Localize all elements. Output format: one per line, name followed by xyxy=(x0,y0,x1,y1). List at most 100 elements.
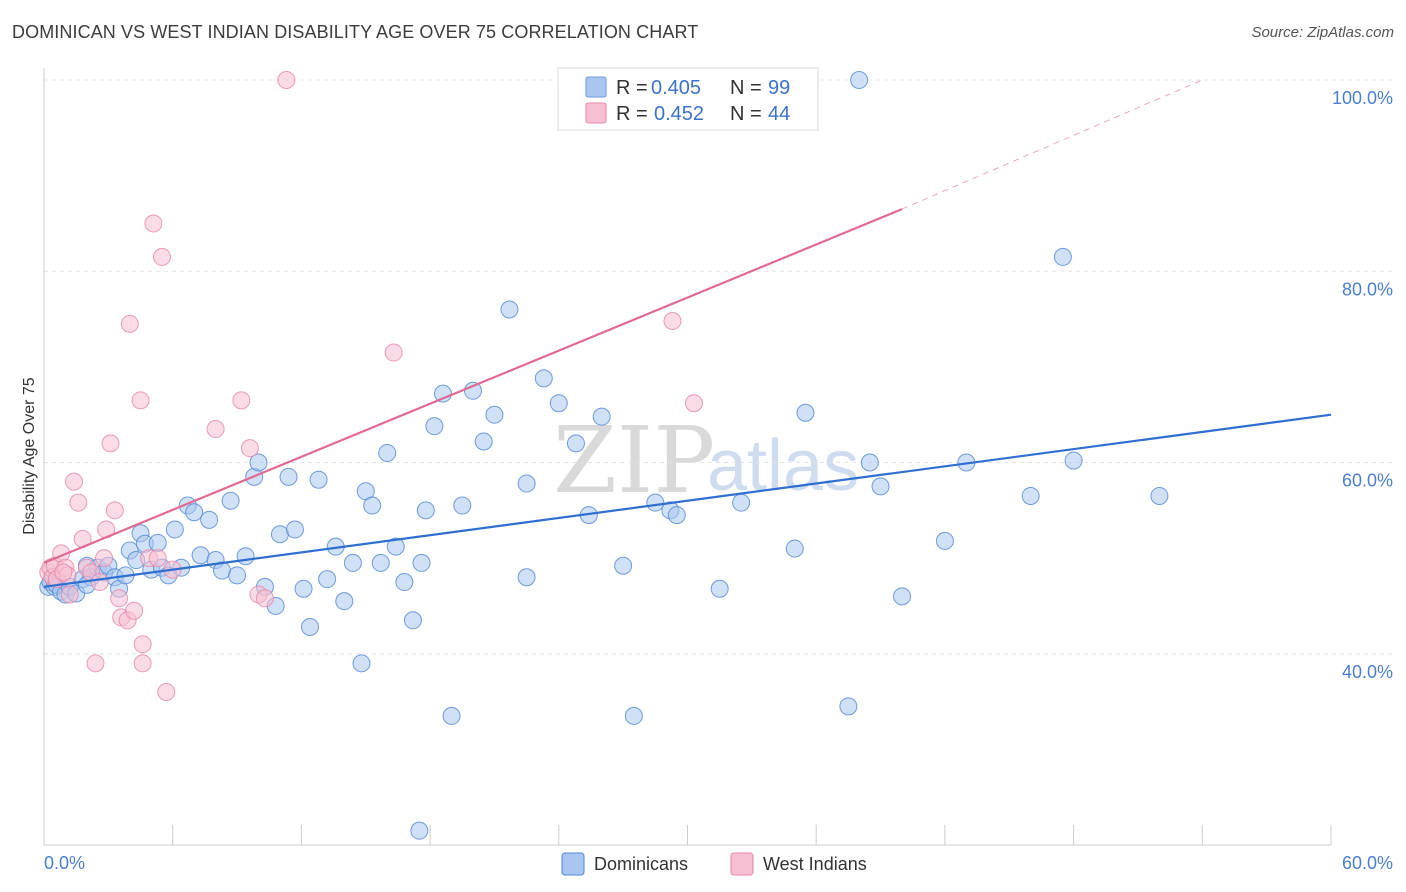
data-point xyxy=(343,553,362,572)
data-point xyxy=(228,566,247,585)
data-point xyxy=(1053,247,1072,266)
data-point xyxy=(517,474,536,493)
y-tick-label: 40.0% xyxy=(1342,662,1393,682)
data-point xyxy=(285,520,304,539)
chart-title: DOMINICAN VS WEST INDIAN DISABILITY AGE … xyxy=(12,22,699,42)
data-point xyxy=(191,546,210,565)
data-point xyxy=(517,568,536,587)
data-point xyxy=(893,587,911,606)
data-point xyxy=(277,71,296,89)
data-point xyxy=(384,343,403,362)
stats-legend-r-value-dominicans: 0.405 xyxy=(651,77,701,99)
series-legend: Dominicans West Indians xyxy=(561,852,867,876)
data-point xyxy=(144,214,163,233)
data-point xyxy=(453,496,472,515)
data-point xyxy=(710,579,729,598)
x-tick-label-max: 60.0% xyxy=(1342,853,1393,873)
data-point xyxy=(120,314,139,333)
trend-line xyxy=(43,208,903,564)
y-tick-label: 80.0% xyxy=(1342,279,1393,299)
data-point xyxy=(663,311,682,330)
data-point xyxy=(232,391,251,410)
data-point xyxy=(185,503,204,522)
data-point xyxy=(500,300,519,319)
stats-legend-r-label-dominicans: R = xyxy=(616,77,648,99)
data-point xyxy=(363,496,382,515)
data-point xyxy=(318,570,337,589)
data-point xyxy=(371,553,390,572)
data-point xyxy=(69,493,88,512)
data-point xyxy=(165,520,184,539)
series-west-indians xyxy=(39,71,703,701)
data-point xyxy=(148,533,167,552)
data-point xyxy=(221,491,240,510)
data-point xyxy=(95,549,114,568)
data-point xyxy=(152,247,171,266)
data-point xyxy=(54,563,73,582)
data-point xyxy=(279,467,298,486)
y-tick-label: 60.0% xyxy=(1342,471,1393,491)
data-point xyxy=(464,381,482,400)
data-point xyxy=(566,434,585,453)
stats-legend: R = 0.405 N = 99 R = 0.452 N = 44 xyxy=(557,67,819,131)
data-point xyxy=(335,592,354,611)
legend-swatch-dominicans xyxy=(561,852,585,876)
stats-legend-swatch-west-indians xyxy=(585,102,607,124)
data-point xyxy=(433,384,452,403)
data-point xyxy=(785,539,804,558)
data-point xyxy=(65,472,84,491)
data-point xyxy=(442,706,461,725)
data-point xyxy=(157,683,176,701)
data-point xyxy=(240,439,259,458)
watermark: ZIP atlas xyxy=(553,407,859,514)
data-point xyxy=(403,611,422,630)
data-point xyxy=(935,531,954,550)
source-label: Source: ZipAtlas.com xyxy=(1251,24,1394,41)
gridlines xyxy=(44,79,1393,655)
legend-swatch-west-indians xyxy=(730,852,754,876)
trend-line xyxy=(43,413,1332,588)
trend-line-extension xyxy=(901,79,1203,210)
legend-label-west-indians: West Indians xyxy=(763,854,867,874)
data-point xyxy=(255,589,274,608)
stats-legend-swatch-dominicans xyxy=(585,76,607,98)
data-point xyxy=(410,821,429,840)
stats-legend-n-value-west-indians: 44 xyxy=(768,103,790,125)
data-point xyxy=(474,432,493,451)
stats-legend-n-value-dominicans: 99 xyxy=(768,77,790,99)
data-point xyxy=(101,434,120,453)
data-point xyxy=(549,394,568,413)
data-point xyxy=(412,553,431,572)
data-point xyxy=(386,537,405,556)
y-tick-label: 100.0% xyxy=(1332,88,1393,108)
data-point xyxy=(133,635,152,654)
legend-label-dominicans: Dominicans xyxy=(594,854,688,874)
data-point xyxy=(534,369,553,388)
x-tick-label-min: 0.0% xyxy=(44,853,85,873)
data-point xyxy=(352,654,371,673)
data-point xyxy=(871,477,890,496)
trend-lines xyxy=(43,79,1332,588)
data-point xyxy=(206,420,225,439)
data-point xyxy=(614,556,633,575)
data-point xyxy=(378,443,397,462)
watermark-zip: ZIP xyxy=(553,407,715,514)
stats-legend-r-value-west-indians: 0.452 xyxy=(654,103,704,125)
data-point xyxy=(796,403,815,422)
data-point xyxy=(485,405,504,424)
data-point xyxy=(416,501,435,520)
data-point xyxy=(133,654,152,673)
y-axis-tick-labels: 40.0% 60.0% 80.0% 100.0% xyxy=(1332,88,1393,682)
x-axis-ticks xyxy=(43,825,1332,845)
data-point xyxy=(592,407,611,426)
data-point xyxy=(1064,451,1083,470)
stats-legend-n-label-west-indians: N = xyxy=(730,103,762,125)
data-point xyxy=(236,547,255,566)
data-point xyxy=(86,654,105,673)
data-point xyxy=(110,589,129,608)
data-point xyxy=(249,453,268,472)
data-point xyxy=(839,697,858,716)
data-point xyxy=(200,510,219,529)
data-point xyxy=(105,501,124,520)
